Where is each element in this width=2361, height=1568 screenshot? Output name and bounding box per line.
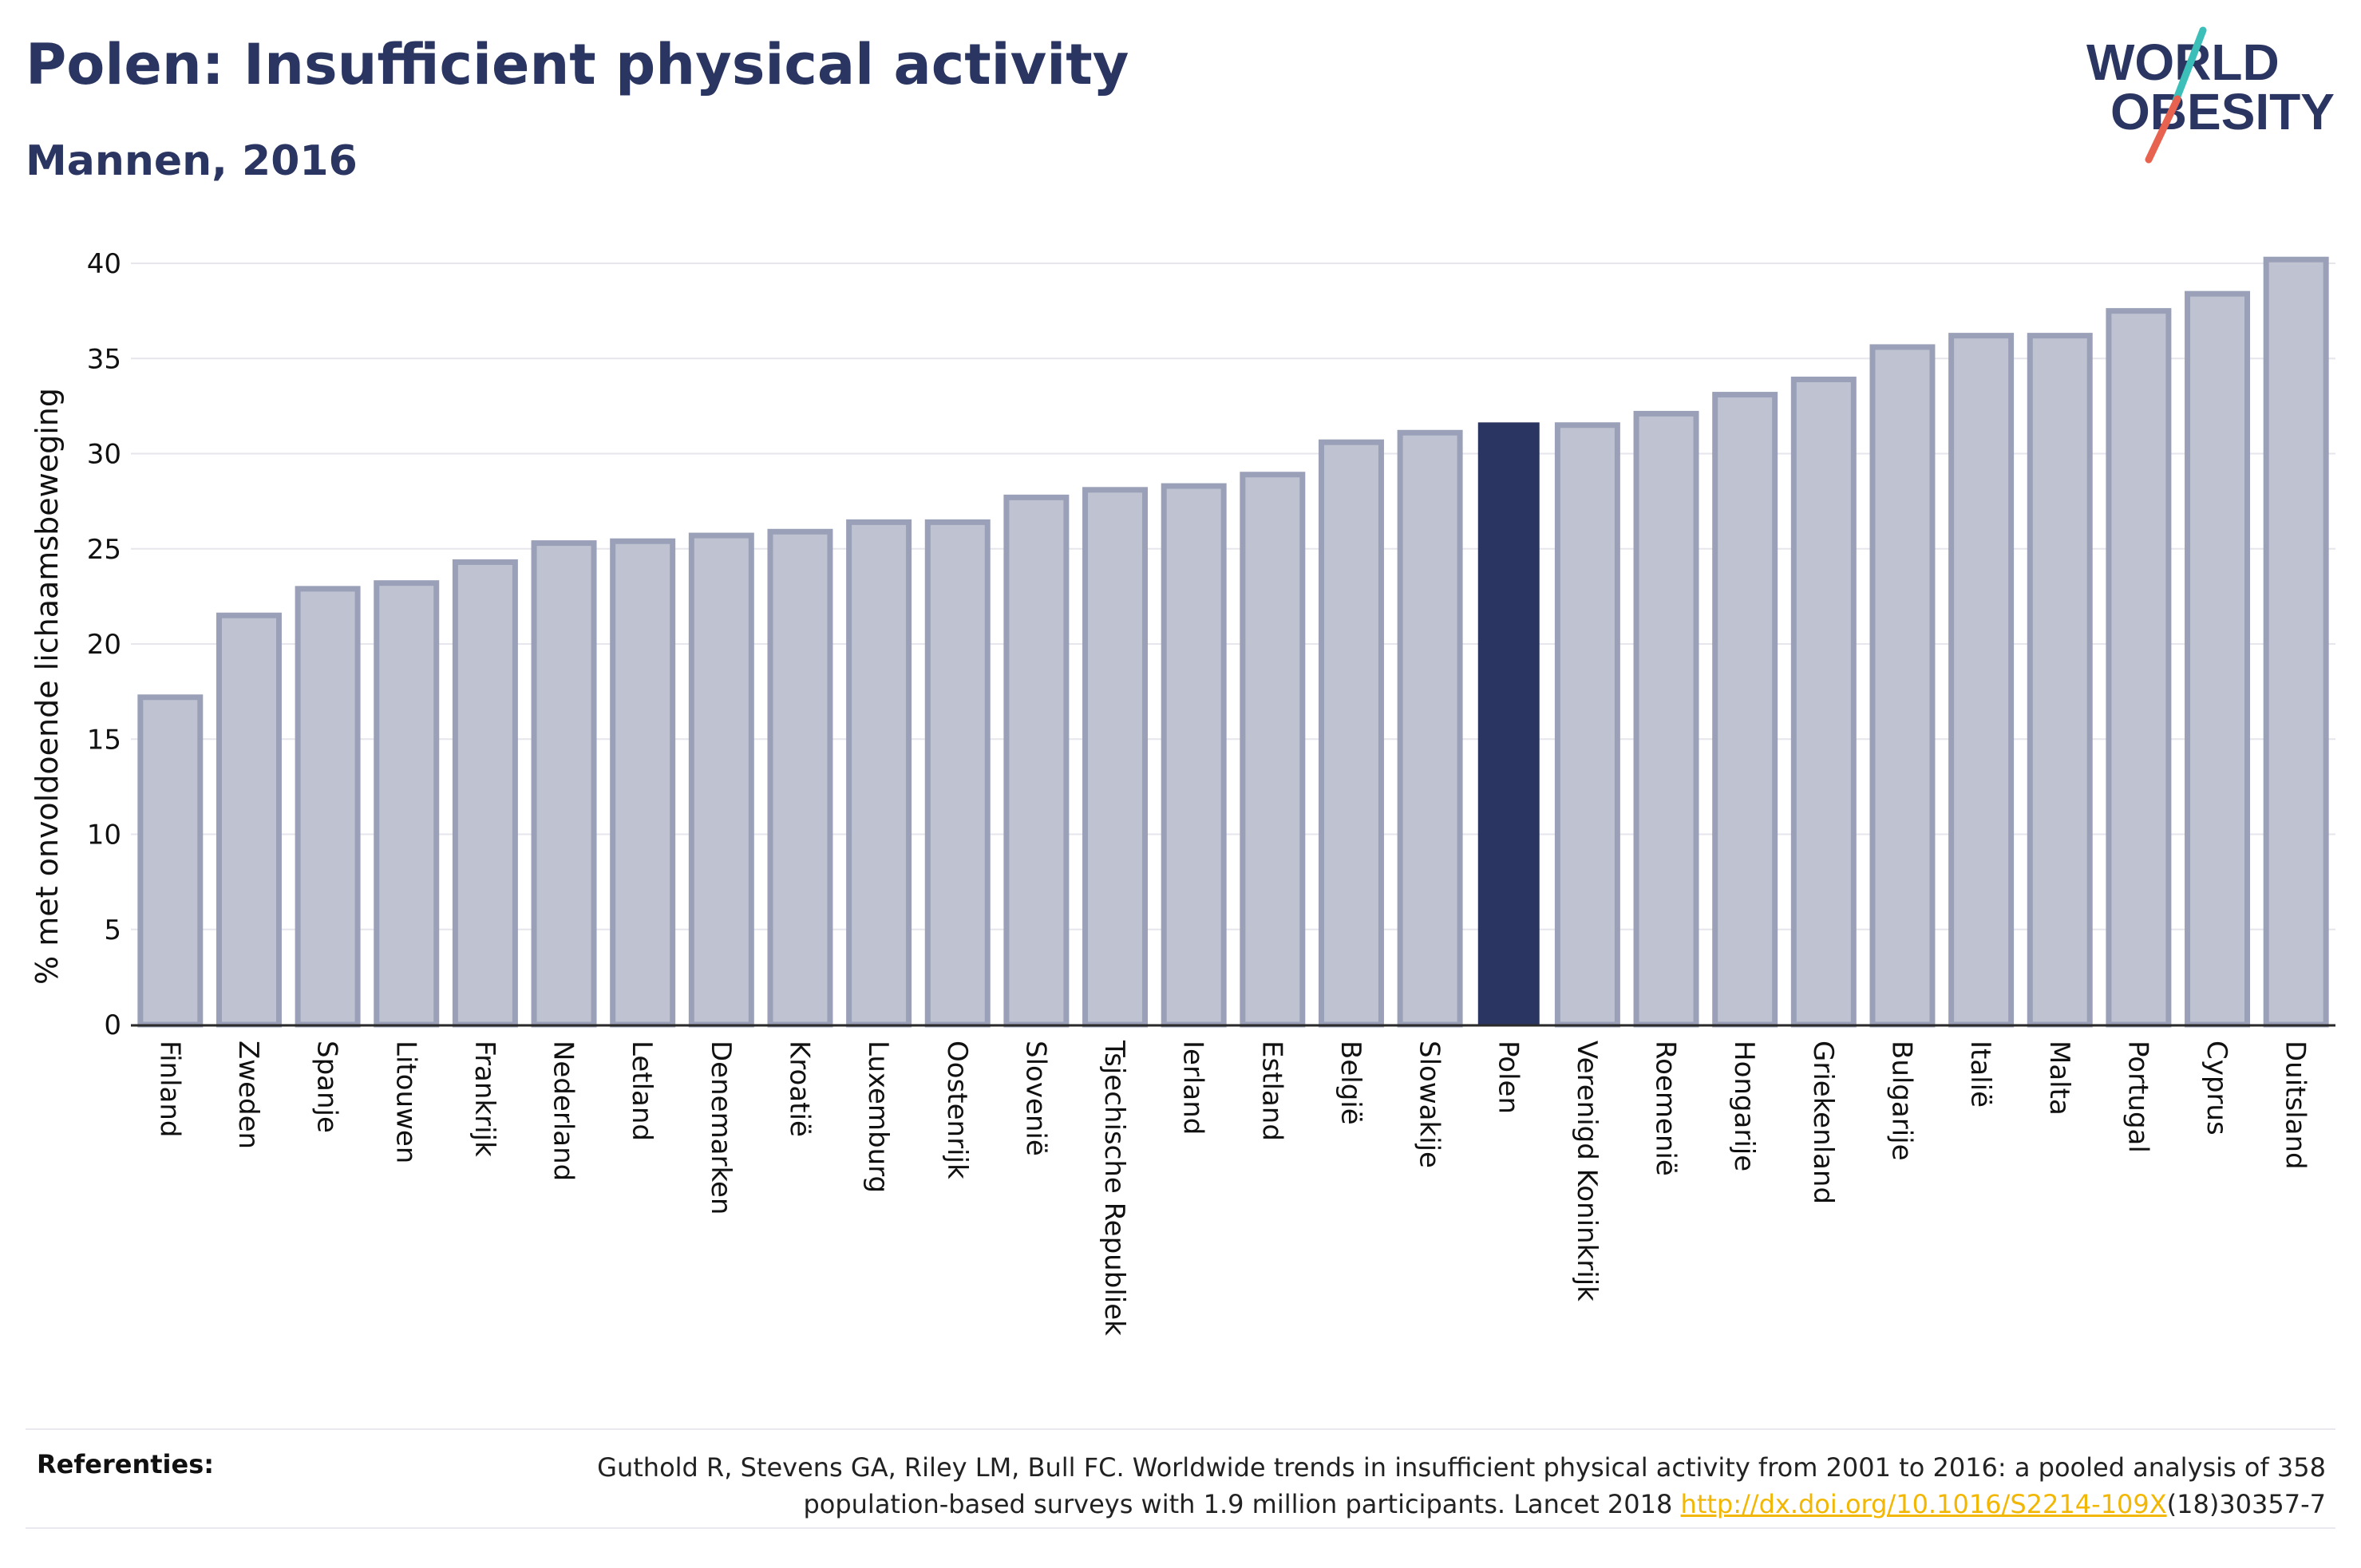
- references-text: Guthold R, Stevens GA, Riley LM, Bull FC…: [490, 1449, 2326, 1523]
- x-tick-label: Litouwen: [390, 1041, 421, 1163]
- bar-belgi-: [1318, 439, 1384, 1028]
- x-tick-label: Duitsland: [2280, 1041, 2312, 1170]
- y-tick-labels: 0 5 10 15 20 25 30 35 40: [87, 248, 121, 1041]
- bar-portugal: [2106, 308, 2172, 1028]
- x-tick-label: Frankrijk: [469, 1041, 500, 1157]
- bar-cyprus: [2185, 290, 2251, 1028]
- references-section: Referenties: Guthold R, Stevens GA, Rile…: [26, 1428, 2335, 1529]
- x-tick-label: Slowakije: [1414, 1041, 1445, 1168]
- x-tick-label: Tsjechische Republiek: [1098, 1040, 1130, 1336]
- bar-luxemburg: [846, 519, 912, 1028]
- x-tick-label: Malta: [2043, 1041, 2075, 1116]
- bar-griekenland: [1790, 376, 1857, 1028]
- bar-litouwen: [374, 580, 440, 1028]
- x-tick-label: Finland: [153, 1041, 185, 1138]
- logo-line2: OBESITY: [2110, 83, 2335, 140]
- x-tick-label: Verenigd Koninkrijk: [1571, 1041, 1603, 1301]
- y-tick-label: 30: [87, 439, 121, 471]
- bar-polen: [1477, 422, 1540, 1025]
- x-tick-label: Zweden: [232, 1041, 264, 1149]
- x-tick-label: Portugal: [2122, 1041, 2153, 1153]
- world-obesity-logo: WORLD OBESITY: [2086, 26, 2335, 164]
- bar-kroati-: [767, 528, 833, 1028]
- x-tick-label: Luxemburg: [862, 1041, 894, 1193]
- x-tick-label: Roemenië: [1650, 1041, 1682, 1176]
- reference-citation: Guthold R, Stevens GA, Riley LM, Bull FC…: [597, 1452, 2326, 1519]
- bar-oostenrijk: [924, 519, 991, 1028]
- logo-slash-coral: [2145, 95, 2181, 164]
- y-tick-label: 25: [87, 534, 121, 566]
- y-tick-label: 0: [104, 1009, 121, 1041]
- chart-title: Polen: Insufficient physical activity: [26, 32, 1129, 97]
- logo-slash-teal: [2172, 26, 2207, 105]
- y-axis-label: % met onvoldoende lichaamsbeweging: [30, 388, 65, 985]
- x-tick-label: Estland: [1256, 1041, 1287, 1141]
- x-tick-label: Polen: [1492, 1041, 1524, 1114]
- bar-hongarije: [1712, 392, 1778, 1028]
- y-tick-label: 35: [87, 343, 121, 375]
- x-tick-label: Bulgarije: [1885, 1041, 1917, 1161]
- bar-malta: [2027, 333, 2093, 1028]
- y-tick-label: 15: [87, 724, 121, 756]
- bar-zweden: [216, 612, 282, 1028]
- bar-itali-: [1948, 333, 2015, 1028]
- bar-roemeni-: [1633, 410, 1699, 1028]
- bar-finland: [137, 694, 204, 1028]
- bar-nederland: [531, 540, 597, 1028]
- x-tick-label: Kroatië: [783, 1041, 815, 1137]
- bar-bulgarije: [1869, 344, 1936, 1028]
- bar-denemarken: [688, 532, 754, 1028]
- references-label: Referenties:: [37, 1449, 215, 1479]
- bar-frankrijk: [452, 559, 518, 1028]
- y-tick-label: 40: [87, 248, 121, 280]
- x-tick-label: Denemarken: [705, 1041, 737, 1215]
- x-tick-label: Hongarije: [1728, 1041, 1760, 1171]
- x-tick-labels: Finland Zweden Spanje Litouwen Frankrijk Nede…: [153, 1040, 2311, 1336]
- y-tick-label: 5: [104, 914, 121, 946]
- x-tick-label: Cyprus: [2201, 1041, 2232, 1136]
- bar-sloveni-: [1003, 494, 1070, 1028]
- x-tick-label: Spanje: [311, 1041, 343, 1133]
- x-tick-label: Nederland: [548, 1041, 579, 1181]
- bar-chart: 0 5 10 15 20 25 30 35 40 Finland Zweden Spanje Lito…: [30, 248, 2335, 1336]
- x-tick-label: Slovenië: [1019, 1041, 1051, 1156]
- x-tick-label: Oostenrijk: [941, 1041, 973, 1179]
- bar-spanje: [295, 586, 361, 1028]
- y-tick-label: 10: [87, 820, 121, 851]
- x-tick-label: Italië: [1964, 1041, 1996, 1108]
- reference-doi-link[interactable]: http://dx.doi.org/10.1016/S2214-109X: [1680, 1489, 2167, 1519]
- x-tick-label: Ierland: [1177, 1041, 1209, 1135]
- bar-verenigd-koninkrijk: [1554, 422, 1620, 1028]
- reference-doi-suffix: (18)30357-7: [2166, 1489, 2326, 1519]
- bar-letland: [610, 538, 676, 1028]
- bar-tsjechische-republiek: [1082, 487, 1149, 1028]
- bar-ierland: [1161, 483, 1227, 1028]
- x-tick-label: België: [1335, 1041, 1366, 1125]
- y-tick-label: 20: [87, 629, 121, 661]
- bars: [137, 256, 2329, 1028]
- chart-subtitle: Mannen, 2016: [26, 137, 358, 185]
- x-tick-label: Griekenland: [1807, 1041, 1839, 1204]
- bar-duitsland: [2263, 256, 2329, 1028]
- bar-slowakije: [1397, 429, 1463, 1028]
- bar-estland: [1240, 472, 1306, 1028]
- x-tick-label: Letland: [626, 1041, 658, 1141]
